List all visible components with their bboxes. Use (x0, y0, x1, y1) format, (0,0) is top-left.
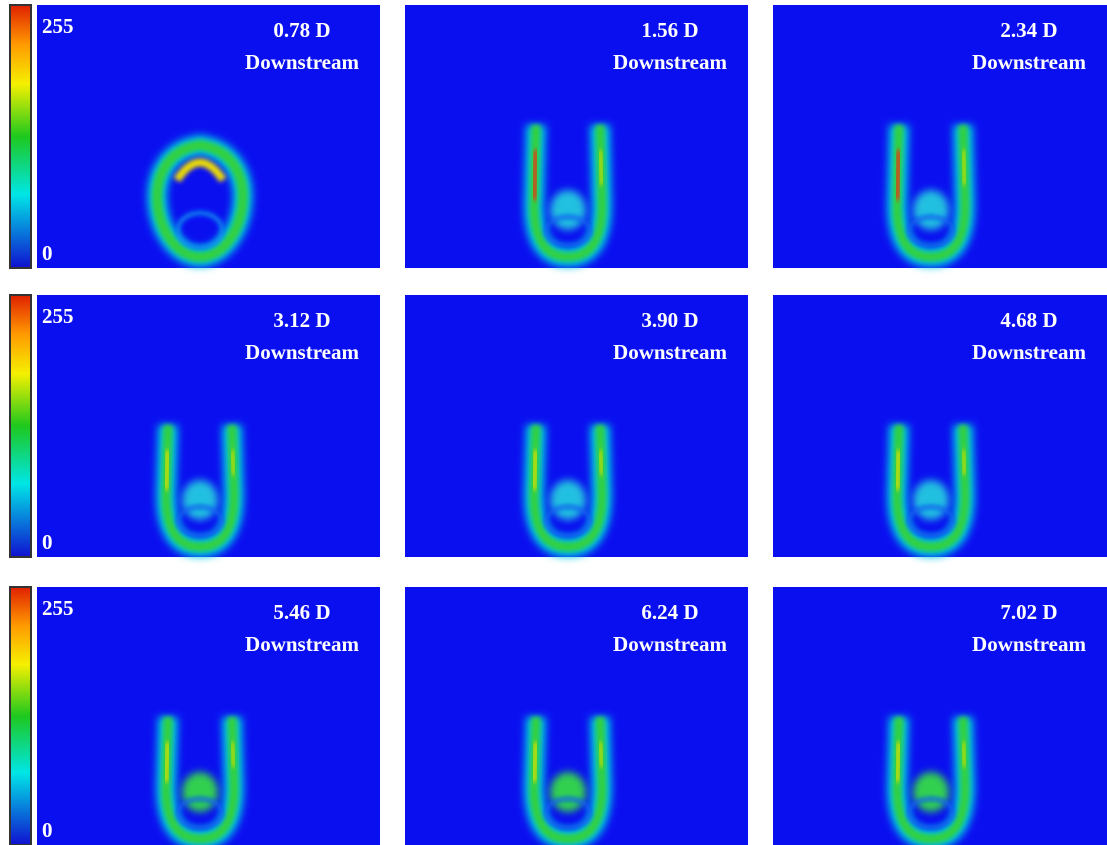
plume-peak (598, 741, 604, 768)
plume-peak (894, 149, 902, 201)
position-label: Downstream (245, 50, 359, 74)
distance-label: 5.46 D (273, 600, 330, 624)
plume-ring (176, 797, 224, 829)
plume-peak (961, 449, 967, 476)
plume-center (913, 480, 949, 520)
colorbar-max-label: 255 (42, 596, 74, 620)
plume-peak (894, 449, 902, 491)
plume-ring (544, 797, 592, 829)
plume-core (892, 424, 970, 552)
distance-label: 2.34 D (1000, 18, 1057, 42)
colorbar (9, 294, 32, 558)
colorbar (9, 4, 32, 269)
plume-peak (531, 449, 539, 491)
distance-label: 0.78 D (273, 18, 330, 42)
plume-center (182, 480, 218, 520)
colorbar-max-label: 255 (42, 304, 74, 328)
distance-label: 4.68 D (1000, 308, 1057, 332)
colorbar (9, 586, 32, 845)
plume (523, 124, 613, 268)
panel-background (37, 295, 380, 557)
plume-ring (176, 505, 224, 537)
position-label: Downstream (972, 632, 1086, 656)
plume-peak (531, 741, 539, 783)
panel-background (773, 5, 1107, 268)
plume (155, 716, 245, 845)
plume-center (550, 772, 586, 812)
plume-center (182, 772, 218, 812)
plume-ring (907, 215, 955, 247)
panel-background (405, 295, 748, 557)
plume-center (550, 480, 586, 520)
plume-peak (230, 741, 236, 768)
plume-ring (907, 797, 955, 829)
distance-label: 6.24 D (641, 600, 698, 624)
panel: 5.46 D Downstream 255 0 (37, 587, 380, 845)
panel: 3.12 D Downstream 255 0 (37, 295, 380, 558)
plume-peak (598, 149, 604, 186)
position-label: Downstream (613, 50, 727, 74)
plume (147, 134, 253, 268)
plume-peak (961, 741, 967, 768)
panel: 3.90 D Downstream (405, 295, 748, 558)
plume (886, 124, 976, 268)
plume-center (913, 772, 949, 812)
position-label: Downstream (245, 340, 359, 364)
plume-ring (907, 505, 955, 537)
distance-label: 1.56 D (641, 18, 698, 42)
plume-core (529, 424, 607, 552)
plume-ring (544, 505, 592, 537)
plume-peak (230, 449, 236, 476)
plume (886, 424, 976, 558)
distance-label: 3.90 D (641, 308, 698, 332)
plume (523, 716, 613, 845)
plume-core (161, 716, 239, 844)
plume-core (152, 139, 248, 263)
panel: 6.24 D Downstream (405, 587, 748, 845)
plume-peak (163, 741, 171, 783)
plume-peak (173, 158, 227, 183)
plume-center (550, 190, 586, 230)
plume-peak (961, 149, 967, 186)
plume-peak (163, 449, 171, 491)
panel: 4.68 D Downstream (773, 295, 1107, 558)
position-label: Downstream (613, 340, 727, 364)
plume-ring (176, 211, 224, 249)
plume-core (529, 716, 607, 844)
panel: 7.02 D Downstream (773, 587, 1107, 845)
plume-core (892, 716, 970, 844)
plume-peak (598, 449, 604, 476)
plume-core (161, 424, 239, 552)
distance-label: 7.02 D (1000, 600, 1057, 624)
plume-center (913, 190, 949, 230)
panel-background (405, 5, 748, 268)
panel: 0.78 D Downstream 255 0 (37, 5, 380, 268)
plume-peak (894, 741, 902, 783)
colorbar-min-label: 0 (42, 818, 53, 842)
panel: 1.56 D Downstream (405, 5, 748, 268)
colorbar-max-label: 255 (42, 14, 74, 38)
plume (523, 424, 613, 558)
position-label: Downstream (972, 50, 1086, 74)
position-label: Downstream (613, 632, 727, 656)
plume-core (529, 124, 607, 262)
colorbar-min-label: 0 (42, 241, 53, 265)
position-label: Downstream (245, 632, 359, 656)
panel-background (773, 295, 1107, 557)
panel: 2.34 D Downstream (773, 5, 1107, 268)
position-label: Downstream (972, 340, 1086, 364)
colorbar-min-label: 0 (42, 530, 53, 554)
distance-label: 3.12 D (273, 308, 330, 332)
plume (155, 424, 245, 558)
plume-core (892, 124, 970, 262)
plume (886, 716, 976, 845)
plume-peak (531, 149, 539, 201)
plume-ring (544, 215, 592, 247)
